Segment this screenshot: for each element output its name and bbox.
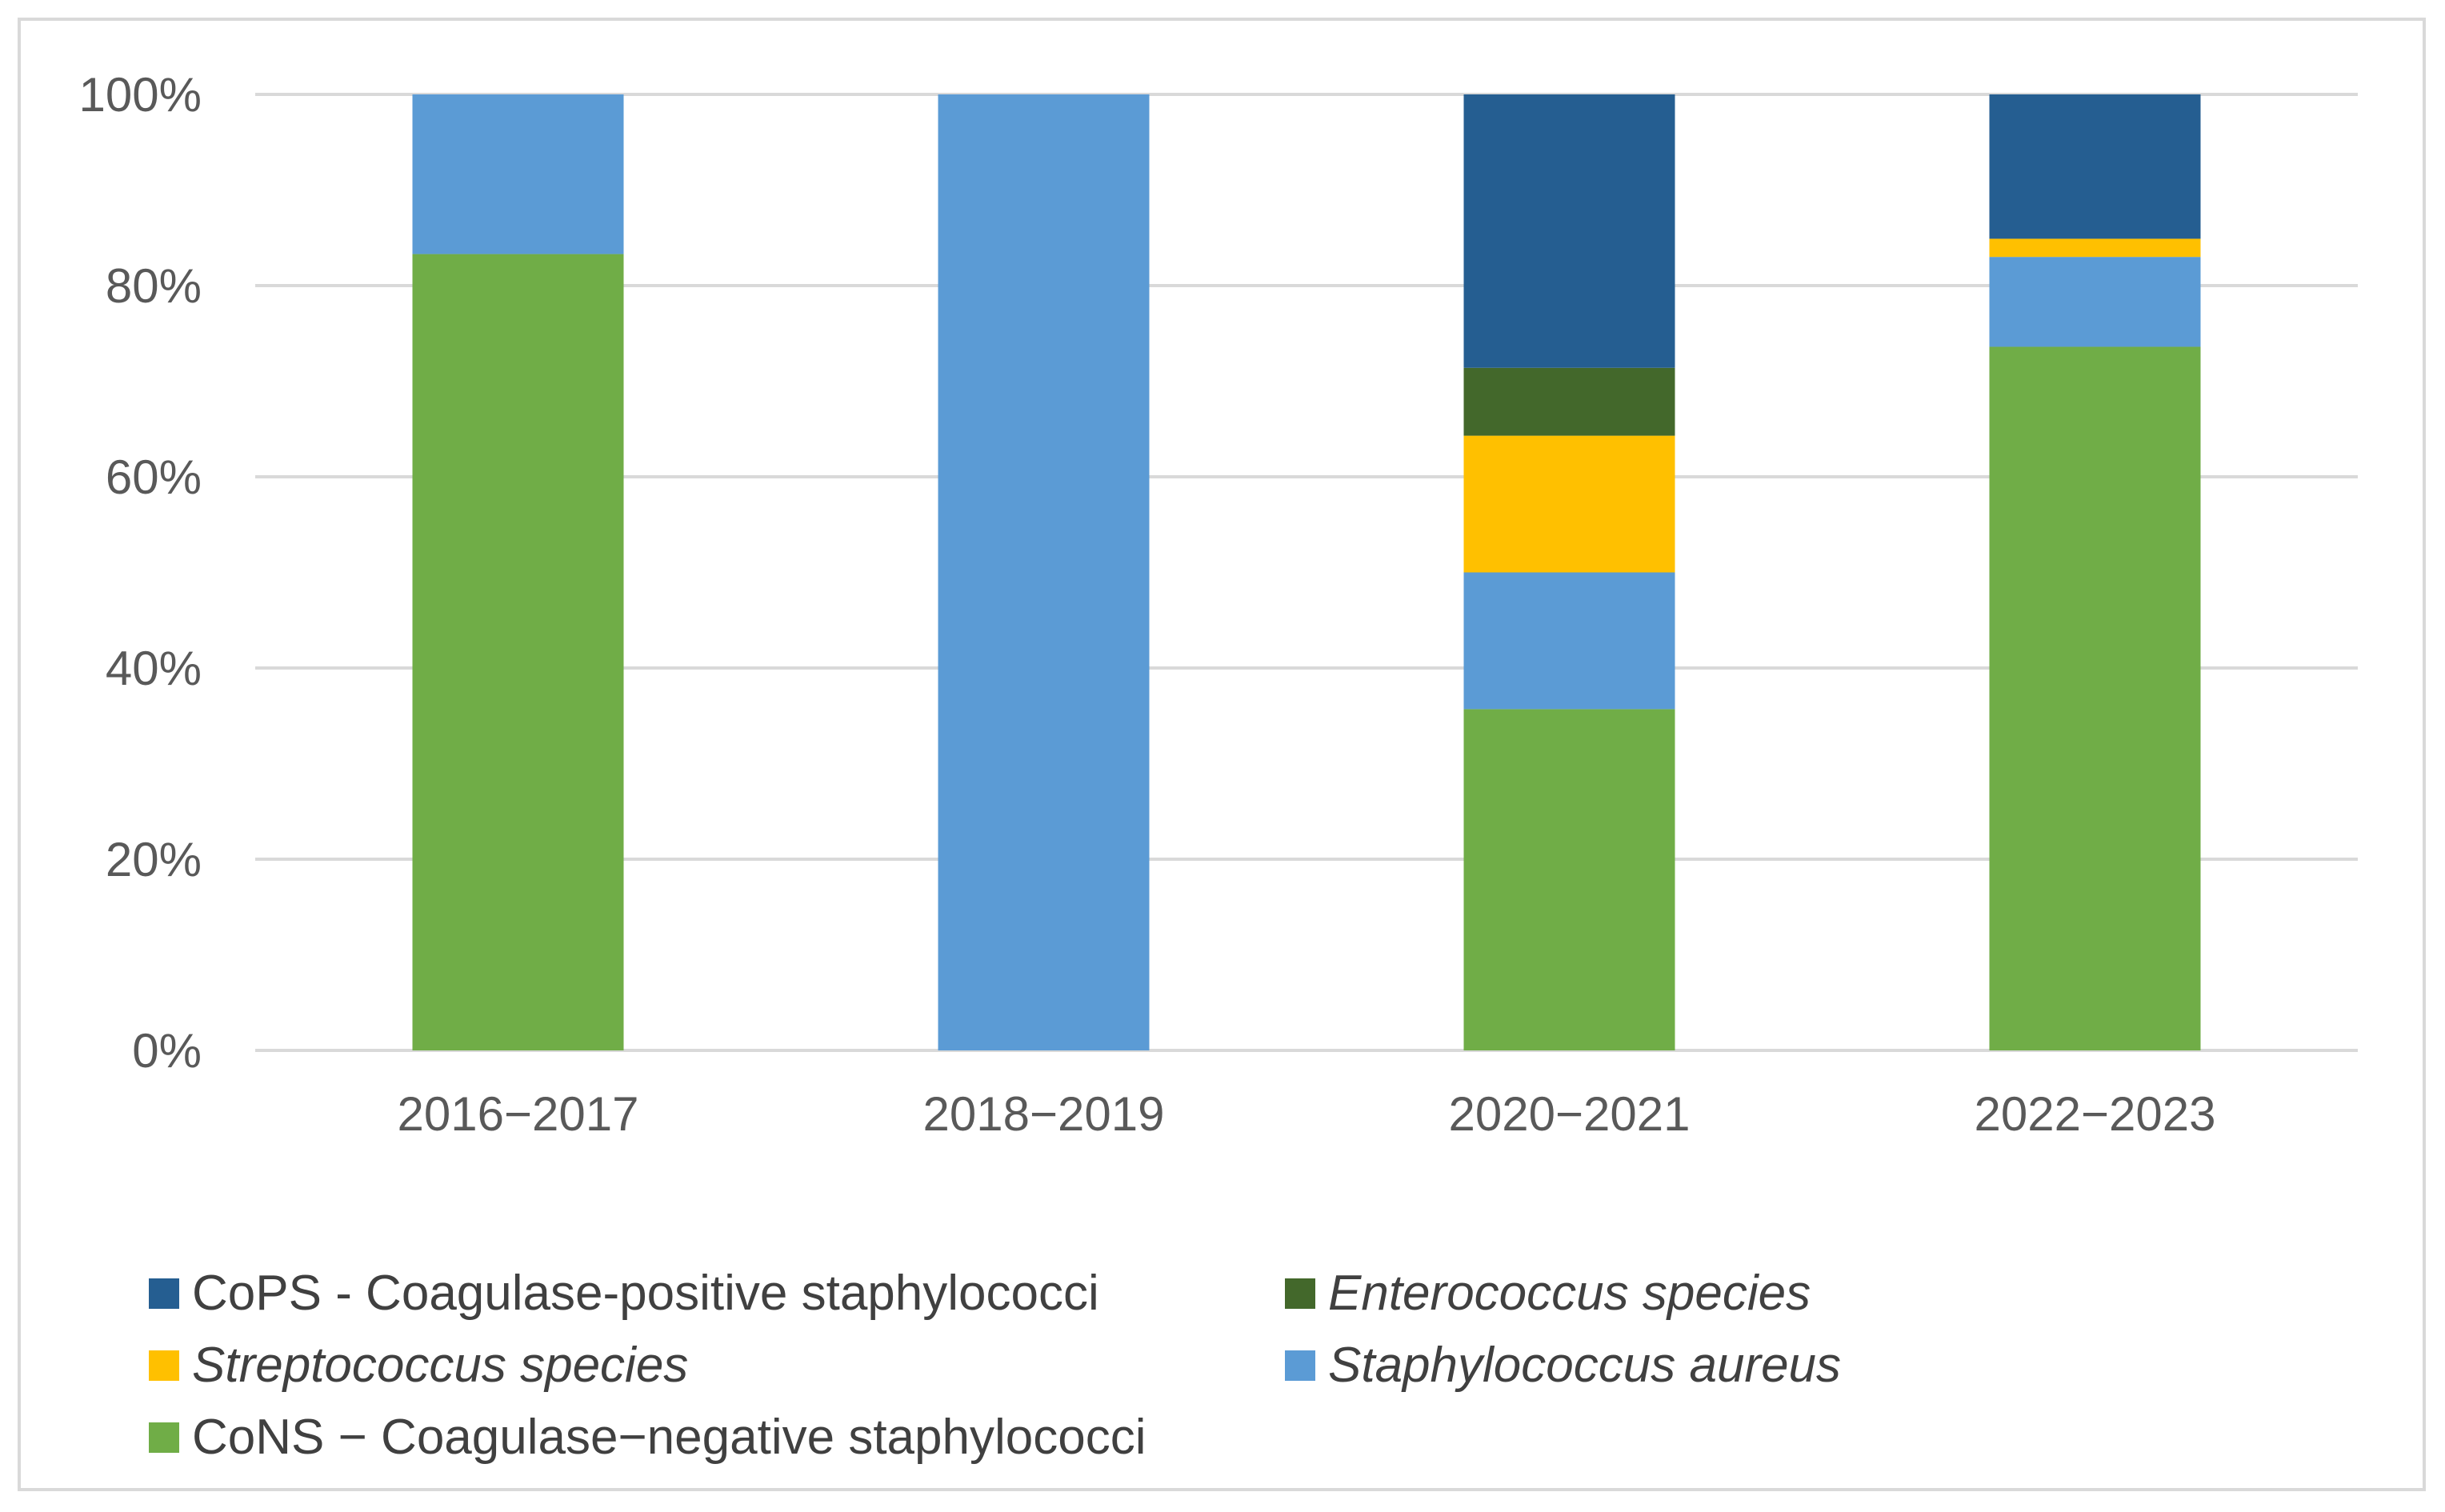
y-tick-label: 80%	[106, 259, 202, 313]
bar-segment	[1989, 94, 2201, 239]
legend-swatch	[1285, 1350, 1315, 1381]
x-tick-label: 2018−2019	[923, 1087, 1165, 1141]
bar-segment	[1463, 94, 1675, 368]
x-axis-tick-labels: 2016−2017 2018−2019 2020−2021 2022−2023	[398, 1087, 2216, 1141]
y-axis-tick-labels: 0% 20% 40% 60% 80% 100%	[79, 68, 202, 1078]
y-tick-label: 60%	[106, 450, 202, 504]
legend-label: CoPS - Coagulase-positive staphylococci	[192, 1266, 1099, 1321]
legend-item: CoPS - Coagulase-positive staphylococci	[149, 1265, 1099, 1322]
legend-swatch	[149, 1350, 179, 1381]
bars	[412, 94, 2201, 1051]
legend-label: Enterococcus species	[1328, 1266, 1811, 1321]
bar-segment	[1463, 709, 1675, 1050]
y-tick-label: 100%	[79, 68, 202, 122]
legend-swatch	[1285, 1278, 1315, 1309]
bar-segment	[1463, 435, 1675, 573]
legend-item: Staphylococcus aureus	[1285, 1337, 1841, 1394]
legend-item: CoNS − Coagulase−negative staphylococci	[149, 1409, 1146, 1466]
bar-segment	[412, 94, 624, 254]
legend-swatch	[149, 1278, 179, 1309]
chart-frame: 0% 20% 40% 60% 80% 100% 2016−2017 2018−2019 202…	[18, 18, 2426, 1491]
legend-label: Staphylococcus aureus	[1328, 1338, 1842, 1393]
y-tick-label: 40%	[106, 642, 202, 695]
bar-segment	[412, 254, 624, 1050]
legend-label: Streptococcus species	[192, 1338, 689, 1393]
bar-segment	[1463, 572, 1675, 710]
bar-segment	[1463, 367, 1675, 436]
y-tick-label: 0%	[132, 1024, 202, 1078]
bar-segment	[1989, 346, 2201, 1051]
bar-segment	[1989, 257, 2201, 347]
x-tick-label: 2016−2017	[398, 1087, 639, 1141]
x-tick-label: 2020−2021	[1449, 1087, 1691, 1141]
legend-swatch	[149, 1422, 179, 1453]
legend-label: CoNS − Coagulase−negative staphylococci	[192, 1410, 1146, 1465]
legend-item: Enterococcus species	[1285, 1265, 1811, 1322]
legend-item: Streptococcus species	[149, 1337, 688, 1394]
bar-segment	[1989, 238, 2201, 258]
bar-segment	[938, 94, 1150, 1050]
stacked-bar-chart: 0% 20% 40% 60% 80% 100% 2016−2017 2018−2019 202…	[79, 68, 2358, 1141]
y-tick-label: 20%	[106, 833, 202, 886]
x-tick-label: 2022−2023	[1975, 1087, 2216, 1141]
